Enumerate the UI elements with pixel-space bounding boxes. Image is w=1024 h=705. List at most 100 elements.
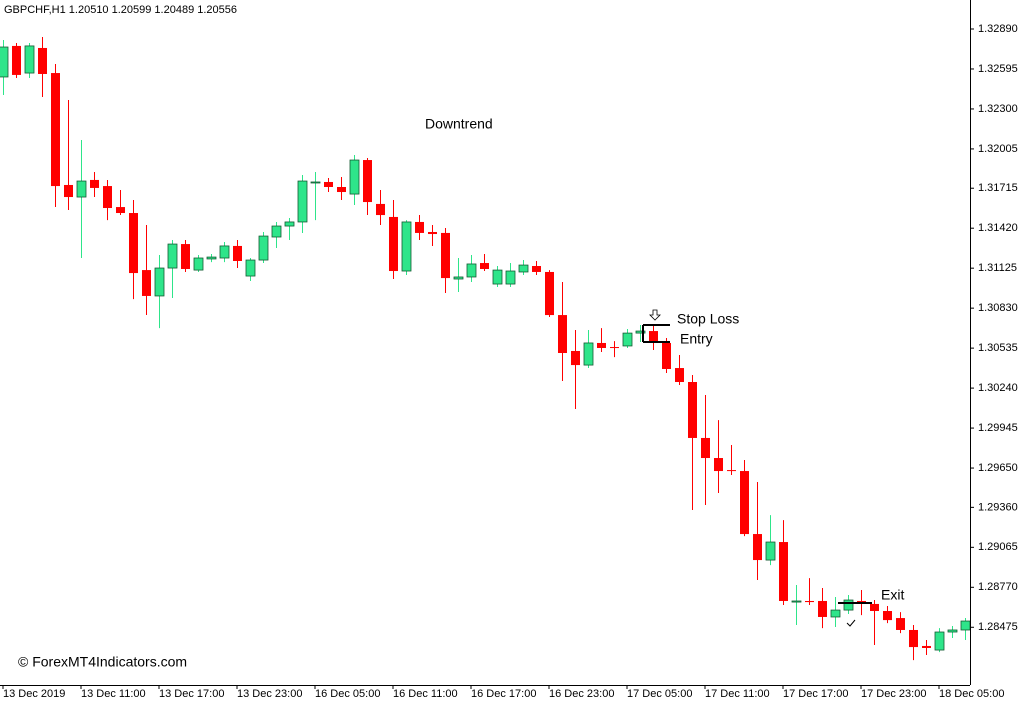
y-tick-label: 1.28475	[978, 621, 1018, 633]
candle-body	[727, 470, 736, 472]
candle-body	[883, 611, 892, 621]
candle-body	[389, 216, 398, 272]
candle-body	[441, 232, 450, 279]
candle-body	[701, 437, 710, 459]
candle-body	[922, 645, 931, 649]
candle-body	[349, 159, 360, 195]
y-tick-label: 1.29945	[978, 422, 1018, 434]
candle-body	[376, 203, 385, 216]
candle-body	[583, 342, 594, 366]
candle-body	[154, 267, 165, 297]
candle-body	[830, 609, 841, 618]
candle-body	[688, 382, 697, 438]
y-tick-label: 1.29065	[978, 541, 1018, 553]
y-tick-label: 1.28770	[978, 581, 1018, 593]
candle-body	[909, 629, 918, 648]
annotation: Exit	[881, 587, 904, 603]
y-tick-label: 1.30240	[978, 382, 1018, 394]
x-tick-label: 13 Dec 17:00	[159, 688, 224, 700]
candle-body	[51, 73, 60, 187]
annotation: Entry	[680, 331, 713, 347]
candle-body	[532, 266, 541, 272]
plot-area	[0, 36, 971, 661]
candle-body	[24, 45, 35, 74]
x-tick-label: 17 Dec 23:00	[861, 688, 926, 700]
check-icon	[846, 619, 856, 627]
candle-body	[492, 269, 503, 285]
candle-body	[363, 160, 372, 203]
candle-body	[960, 620, 971, 631]
x-tick-label: 17 Dec 11:00	[705, 688, 770, 700]
candle-body	[753, 534, 762, 561]
y-tick-label: 1.29650	[978, 462, 1018, 474]
candle-body	[90, 179, 99, 188]
candle-body	[401, 221, 412, 272]
candle-body	[480, 263, 489, 269]
x-tick-label: 13 Dec 2019	[3, 688, 65, 700]
x-tick-label: 16 Dec 23:00	[549, 688, 614, 700]
chart-title: GBPCHF,H1 1.20510 1.20599 1.20489 1.2055…	[4, 4, 237, 16]
x-tick-label: 16 Dec 17:00	[471, 688, 536, 700]
candle-body	[284, 221, 295, 227]
candle-body	[142, 270, 151, 296]
candle-body	[597, 342, 606, 348]
x-tick-label: 16 Dec 05:00	[315, 688, 380, 700]
candle-body	[271, 225, 282, 238]
candle-body	[324, 181, 333, 188]
candle-body	[779, 542, 788, 601]
candle-body	[870, 603, 879, 612]
candle-body	[635, 330, 646, 334]
candle-body	[675, 368, 684, 383]
x-tick-label: 16 Dec 11:00	[393, 688, 458, 700]
y-tick-label: 1.32890	[978, 23, 1018, 35]
candle-body	[843, 599, 854, 611]
candle-body	[233, 245, 242, 261]
candle-body	[310, 181, 321, 184]
candle-body	[297, 180, 308, 223]
annotation: Downtrend	[425, 116, 493, 132]
candle-body	[765, 541, 776, 561]
candle-body	[518, 264, 529, 273]
y-tick-label: 1.32595	[978, 63, 1018, 75]
candle-body	[76, 180, 87, 198]
candle-body	[947, 629, 958, 633]
candle-body	[258, 235, 269, 261]
candle-body	[245, 259, 256, 277]
candle-body	[505, 270, 516, 285]
candle-body	[545, 271, 554, 316]
candle-body	[12, 45, 21, 75]
candle-body	[896, 618, 905, 630]
x-tick-label: 13 Dec 23:00	[237, 688, 302, 700]
y-tick-label: 1.31715	[978, 182, 1018, 194]
candle-body	[38, 47, 47, 74]
candle-body	[662, 342, 671, 369]
candle-body	[558, 315, 567, 354]
candle-body	[337, 187, 346, 193]
y-tick-label: 1.32300	[978, 103, 1018, 115]
y-tick-label: 1.31420	[978, 222, 1018, 234]
stop-entry-bracket	[642, 324, 670, 343]
sell-arrow-icon	[649, 309, 661, 321]
candle-body	[934, 631, 945, 651]
candle-body	[206, 256, 217, 260]
candle-body	[415, 221, 424, 233]
candle-body	[805, 600, 814, 603]
y-tick-label: 1.30830	[978, 302, 1018, 314]
candle-body	[571, 350, 580, 366]
candle-body	[129, 213, 138, 274]
candle-body	[0, 46, 9, 78]
x-tick-label: 13 Dec 11:00	[81, 688, 146, 700]
y-tick-label: 1.29360	[978, 501, 1018, 513]
candle-body	[64, 184, 73, 198]
candle-body	[649, 331, 658, 343]
candle-body	[219, 245, 230, 259]
annotation: Stop Loss	[677, 311, 739, 327]
x-tick-label: 17 Dec 17:00	[783, 688, 848, 700]
candle-body	[791, 600, 802, 603]
y-tick-label: 1.30535	[978, 342, 1018, 354]
y-tick-label: 1.32005	[978, 143, 1018, 155]
candle-body	[740, 471, 749, 535]
candle-body	[193, 257, 204, 271]
